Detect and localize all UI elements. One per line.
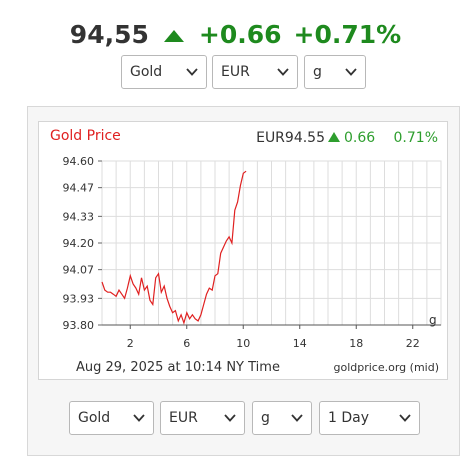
- time-range-select-value: 1 Day: [328, 410, 370, 426]
- chart-title: Gold Price: [50, 128, 121, 144]
- time-range-select[interactable]: 1 Day: [319, 401, 420, 435]
- quote-price: EUR94.55: [256, 130, 325, 146]
- x-tick-label: 6: [183, 337, 190, 350]
- quote-change-percent: 0.71%: [394, 130, 438, 146]
- price-series-line: [101, 170, 247, 325]
- unit-select-value: g: [313, 64, 322, 80]
- unit-label: g: [429, 313, 437, 327]
- y-tick-label: 94.47: [63, 182, 95, 195]
- x-tick-label: 18: [349, 337, 363, 350]
- x-tick-label: 10: [236, 337, 250, 350]
- y-tick-label: 94.33: [63, 210, 95, 223]
- quote-change: 0.66: [344, 130, 375, 146]
- chart-frame: Gold Price EUR94.55 0.66 0.71% 93.80 93.9…: [38, 121, 448, 380]
- chevron-down-icon: [277, 68, 289, 76]
- y-tick-label: 94.60: [63, 155, 95, 168]
- chevron-down-icon: [399, 414, 411, 422]
- currency-select[interactable]: EUR: [212, 55, 298, 89]
- metal-select[interactable]: Gold: [121, 55, 207, 89]
- y-tick-label: 93.93: [63, 292, 95, 305]
- price-change-percent: +0.71%: [293, 19, 402, 49]
- x-tick-label: 22: [406, 337, 420, 350]
- chart-grid: [101, 160, 442, 326]
- chart-metal-select-value: Gold: [78, 410, 111, 426]
- price-summary: 94,55 +0.66 +0.71%: [0, 14, 471, 54]
- chart-source: goldprice.org (mid): [334, 361, 440, 374]
- triangle-up-icon: [163, 20, 185, 49]
- x-tick-label: 14: [293, 337, 307, 350]
- y-tick-label: 93.80: [63, 319, 95, 332]
- chart-currency-select[interactable]: EUR: [160, 401, 245, 435]
- chevron-down-icon: [133, 414, 145, 422]
- chart-metal-select[interactable]: Gold: [69, 401, 154, 435]
- metal-select-value: Gold: [130, 64, 163, 80]
- chart-timestamp: Aug 29, 2025 at 10:14 NY Time: [76, 360, 280, 375]
- triangle-up-icon: [328, 132, 340, 142]
- y-tick-label: 94.07: [63, 264, 95, 277]
- chevron-down-icon: [345, 68, 357, 76]
- gold-price-chart: Gold Price EUR94.55 0.66 0.71% 93.80 93.9…: [50, 128, 442, 375]
- chevron-down-icon: [224, 414, 236, 422]
- currency-select-value: EUR: [221, 64, 250, 80]
- x-axis: 2 6 10 14 18 22: [102, 324, 441, 350]
- y-tick-label: 94.20: [63, 237, 95, 250]
- chart-currency-select-value: EUR: [169, 410, 198, 426]
- price-change: +0.66: [198, 19, 282, 49]
- chevron-down-icon: [291, 414, 303, 422]
- x-tick-label: 2: [127, 337, 134, 350]
- unit-select[interactable]: g: [304, 55, 366, 89]
- chart-unit-select-value: g: [261, 410, 270, 426]
- current-price: 94,55: [69, 19, 149, 49]
- chevron-down-icon: [186, 68, 198, 76]
- y-axis: 93.80 93.93 94.07 94.20 94.33 94.47 94.60: [63, 155, 102, 332]
- chart-unit-select[interactable]: g: [252, 401, 312, 435]
